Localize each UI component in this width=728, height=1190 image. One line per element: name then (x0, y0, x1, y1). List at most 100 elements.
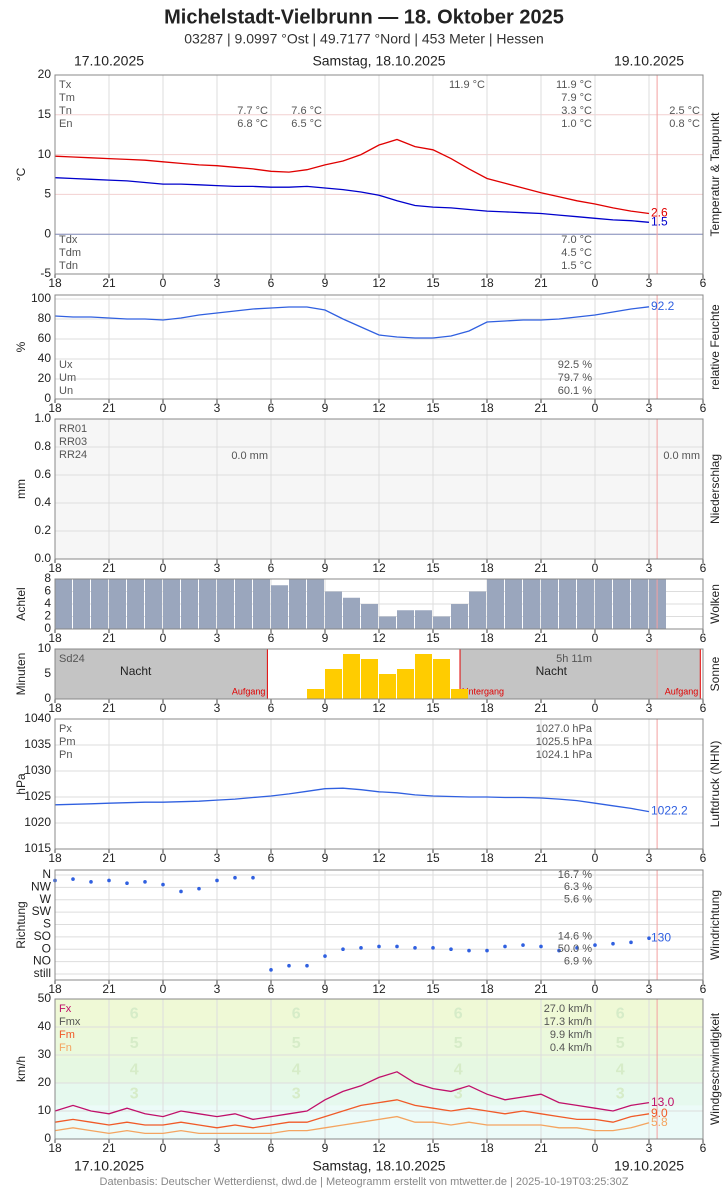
bar (235, 579, 252, 629)
y-tick-label: 20 (38, 371, 52, 385)
sun-event-label: Untergang (462, 686, 504, 696)
y-tick-label: 20 (38, 1075, 52, 1089)
stat-label: RR01 (59, 423, 87, 435)
stat-value: 92.5 % (558, 359, 592, 371)
bar (631, 579, 648, 629)
x-tick-label: 12 (372, 851, 386, 865)
date-right: 19.10.2025 (614, 53, 684, 69)
x-tick-label: 6 (700, 701, 707, 715)
x-tick-label: 6 (268, 276, 275, 290)
x-tick-label: 9 (322, 701, 329, 715)
y-tick-label: 0.0 (34, 551, 51, 565)
y-tick-label: 0.2 (34, 523, 51, 537)
x-tick-label: 18 (480, 631, 494, 645)
x-tick-label: 15 (426, 276, 440, 290)
night-label: Nacht (536, 664, 568, 678)
title: Michelstadt-Vielbrunn — 18. Oktober 2025 (164, 6, 564, 28)
band-label: 6 (292, 1006, 301, 1023)
x-tick-label: 0 (160, 631, 167, 645)
x-tick-label: 3 (646, 1141, 653, 1155)
x-tick-label: 0 (592, 561, 599, 575)
panel-title: Temperatur & Taupunkt (708, 112, 722, 237)
y-tick-label: 8 (44, 571, 51, 585)
band-label: 4 (130, 1062, 139, 1079)
y-tick-label: 40 (38, 1019, 52, 1033)
y-tick-label: 1.0 (34, 411, 51, 425)
x-tick-label: 6 (700, 851, 707, 865)
x-tick-label: 21 (102, 561, 116, 575)
y-axis-title: Minuten (14, 653, 28, 696)
y-tick-label: -5 (40, 266, 51, 280)
stat-value: 9.9 km/h (550, 1029, 592, 1041)
end-label: 13.0 (651, 1095, 675, 1109)
stat-value: 4.5 °C (561, 247, 592, 259)
bar (397, 669, 414, 699)
x-tick-label: 18 (480, 851, 494, 865)
y-tick-label: 10 (38, 641, 52, 655)
point (539, 944, 543, 949)
bar (433, 659, 450, 699)
x-tick-label: 0 (160, 851, 167, 865)
subtitle: 03287 | 9.0997 °Ost | 49.7177 °Nord | 45… (184, 31, 544, 47)
bar (343, 597, 360, 629)
y-tick-label: 0 (44, 226, 51, 240)
point (467, 948, 471, 953)
stat-label: Tx (59, 79, 72, 91)
point (485, 948, 489, 953)
night (55, 649, 268, 699)
bar (523, 579, 540, 629)
y-axis-title: Richtung (14, 901, 28, 948)
sun-event-label: Aufgang (665, 686, 699, 696)
x-tick-label: 18 (48, 701, 62, 715)
day-label: 7.7 °C (237, 105, 268, 117)
y-tick-label: 20 (38, 67, 52, 81)
direction-share: 5.6 % (564, 894, 592, 906)
y-tick-label: 10 (38, 147, 52, 161)
direction-share: 6.3 % (564, 881, 592, 893)
bar (487, 579, 504, 629)
stat-value: 17.3 km/h (544, 1016, 592, 1028)
panel-title: Windgeschwindigkeit (708, 1012, 722, 1125)
x-tick-label: 3 (646, 631, 653, 645)
day-label: 7.6 °C (291, 105, 322, 117)
y-tick-label: S (43, 917, 51, 931)
x-tick-label: 15 (426, 631, 440, 645)
y-tick-label: 1025 (24, 789, 51, 803)
x-tick-label: 15 (426, 701, 440, 715)
point (269, 968, 273, 972)
band-label: 3 (130, 1085, 139, 1102)
plot-border (54, 74, 704, 275)
y-tick-label: NW (31, 879, 52, 893)
end-label: 92.2 (651, 299, 675, 313)
bar (289, 579, 306, 629)
y-tick-label: 0.4 (34, 495, 51, 509)
stat-label: Um (59, 372, 76, 384)
day-label: 6.8 °C (237, 118, 268, 130)
band-label: 6 (130, 1006, 139, 1023)
band-label: 5 (616, 1035, 625, 1052)
bar (577, 579, 594, 629)
x-tick-label: 18 (480, 1141, 494, 1155)
x-tick-label: 9 (322, 982, 329, 996)
y-axis-title: Achtel (14, 587, 28, 620)
panel-title: Niederschlag (708, 454, 722, 524)
y-tick-label: 5 (44, 666, 51, 680)
stat-value: 1.0 °C (561, 118, 592, 130)
point (647, 936, 651, 940)
y-tick-label: 0 (44, 1131, 51, 1145)
band-label: 4 (292, 1062, 301, 1079)
y-tick-label: 0 (44, 391, 51, 405)
line (54, 306, 650, 339)
panel-title: Sonne (708, 656, 722, 691)
x-tick-label: 12 (372, 631, 386, 645)
stat-value: 3.3 °C (561, 105, 592, 117)
point (233, 875, 237, 880)
end-label: 9.0 (651, 1106, 668, 1120)
line (54, 787, 650, 813)
x-tick-label: 0 (592, 276, 599, 290)
bar (415, 610, 432, 629)
x-tick-label: 21 (102, 982, 116, 996)
point (575, 946, 579, 950)
bar (271, 585, 288, 629)
